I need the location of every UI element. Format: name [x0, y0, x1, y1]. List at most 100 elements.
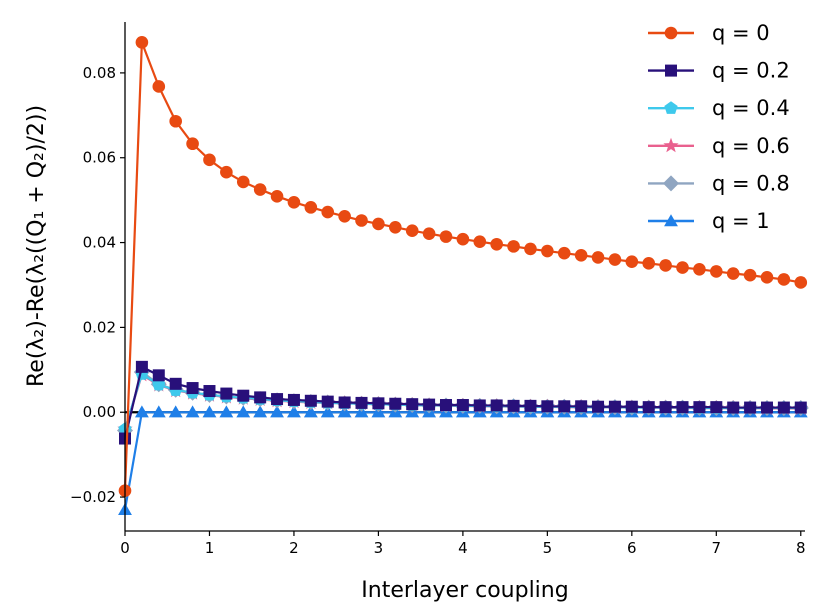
- data-point: [524, 242, 537, 256]
- data-point: [726, 267, 740, 280]
- data-point: [693, 401, 706, 414]
- data-point: [203, 153, 216, 167]
- data-point: [186, 137, 199, 151]
- y-tick-label: 0.04: [83, 234, 116, 252]
- data-point: [777, 273, 791, 286]
- data-point: [355, 396, 368, 409]
- data-point: [185, 405, 200, 418]
- data-point: [320, 405, 335, 418]
- data-point: [389, 220, 402, 234]
- series-markers: [119, 360, 807, 445]
- data-point: [608, 253, 622, 266]
- legend-marker: [663, 175, 679, 192]
- legend-label: q = 0.8: [712, 171, 790, 195]
- legend-item: q = 1: [648, 209, 770, 233]
- legend-label: q = 0: [712, 21, 770, 45]
- legend-marker: [664, 101, 678, 114]
- data-point: [135, 360, 148, 373]
- data-point: [169, 377, 182, 390]
- y-tick-label: 0.06: [83, 149, 116, 167]
- x-axis-title: Interlayer coupling: [361, 578, 568, 603]
- data-point: [693, 262, 706, 276]
- data-point: [794, 401, 807, 414]
- data-point: [236, 405, 251, 418]
- legend-marker: [664, 214, 678, 227]
- x-tick-label: 0: [120, 539, 130, 557]
- data-point: [406, 398, 419, 411]
- data-point: [524, 399, 537, 412]
- legend-marker: [663, 137, 679, 153]
- axes: [124, 22, 805, 532]
- data-point: [287, 405, 301, 418]
- data-point: [710, 265, 723, 278]
- data-point: [270, 190, 284, 203]
- x-tick-label: 8: [796, 539, 806, 557]
- y-tick-label: 0.00: [83, 403, 116, 421]
- data-point: [507, 240, 520, 253]
- series-line: [123, 411, 801, 510]
- data-point: [456, 399, 469, 412]
- data-point: [574, 248, 588, 262]
- data-point: [237, 389, 250, 402]
- series-markers: [118, 405, 808, 515]
- data-point: [220, 387, 233, 400]
- x-tick-label: 5: [543, 539, 553, 557]
- data-point: [219, 405, 234, 418]
- data-point: [169, 114, 182, 128]
- data-point: [372, 397, 385, 410]
- data-point: [541, 400, 554, 413]
- data-point: [254, 391, 267, 404]
- data-point: [625, 255, 639, 268]
- legend-item: q = 0.4: [648, 96, 790, 120]
- data-point: [490, 237, 503, 251]
- x-tick-label: 1: [205, 539, 215, 557]
- data-point: [152, 369, 165, 382]
- data-point: [134, 405, 149, 418]
- x-tick-label: 3: [374, 539, 384, 557]
- y-axis-title: Re(λ₂)-Re(λ₂((Q₁ + Q₂)/2)): [24, 105, 49, 387]
- legend-label: q = 0.4: [712, 96, 790, 120]
- legend: q = 0 q = 0.2 q = 0.4 q = 0.6 q = 0.8 q = 1: [648, 21, 790, 233]
- legend-item: q = 0.2: [648, 59, 790, 83]
- data-point: [592, 400, 605, 413]
- data-point: [439, 399, 452, 412]
- legend-marker: [664, 26, 678, 40]
- data-point: [676, 401, 689, 414]
- data-point: [456, 232, 470, 246]
- data-point: [676, 261, 689, 274]
- data-point: [557, 246, 571, 260]
- data-point: [744, 401, 757, 414]
- data-point: [710, 401, 723, 414]
- data-point: [743, 268, 757, 282]
- data-point: [794, 276, 808, 289]
- data-point: [575, 400, 588, 413]
- y-tick-label: 0.08: [83, 64, 116, 82]
- data-point: [558, 400, 571, 413]
- legend-label: q = 1: [712, 209, 770, 233]
- legend-label: q = 0.2: [712, 59, 790, 83]
- data-point: [760, 271, 774, 284]
- legend-marker: [665, 64, 677, 77]
- data-point: [405, 224, 419, 237]
- data-point: [473, 235, 487, 249]
- data-point: [490, 399, 503, 412]
- legend-label: q = 0.6: [712, 134, 790, 158]
- data-point: [507, 399, 520, 412]
- y-tick-label: 0.02: [83, 318, 116, 336]
- x-tick-label: 4: [458, 539, 468, 557]
- data-point: [186, 382, 199, 395]
- data-point: [541, 244, 554, 258]
- data-point: [372, 217, 385, 231]
- ticks: 0 1 2 3 4 5 6 7 8 −0.02 0.00 0.02 0.04 0.06 0.08: [70, 64, 806, 557]
- x-tick-label: 7: [712, 539, 722, 557]
- data-point: [135, 36, 149, 49]
- data-point: [287, 393, 300, 406]
- data-point: [642, 401, 655, 414]
- data-point: [220, 165, 233, 179]
- data-point: [271, 393, 284, 406]
- data-point: [473, 399, 486, 412]
- data-point: [659, 401, 672, 414]
- x-tick-label: 6: [627, 539, 637, 557]
- data-point: [423, 398, 436, 411]
